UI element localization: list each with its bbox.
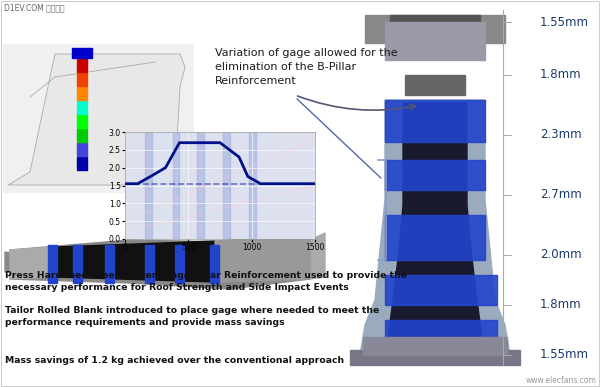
Text: 2.7mm: 2.7mm <box>540 188 582 202</box>
Polygon shape <box>387 103 483 345</box>
Text: 2.0mm: 2.0mm <box>540 248 581 262</box>
Bar <box>145 132 152 239</box>
Bar <box>385 160 485 190</box>
Text: Mass savings of 1.2 kg achieved over the conventional approach: Mass savings of 1.2 kg achieved over the… <box>5 356 344 365</box>
Bar <box>77 129 87 142</box>
Bar <box>210 245 219 283</box>
Bar <box>385 22 485 60</box>
Bar <box>173 132 179 239</box>
Bar <box>77 87 87 100</box>
Bar <box>73 245 82 283</box>
Bar <box>175 245 184 283</box>
Bar <box>385 215 485 260</box>
Polygon shape <box>310 233 325 279</box>
Text: D1EV.COM 第一电动: D1EV.COM 第一电动 <box>4 3 65 12</box>
Polygon shape <box>55 241 215 282</box>
Polygon shape <box>10 235 310 289</box>
Polygon shape <box>10 247 55 279</box>
Polygon shape <box>8 54 190 185</box>
Bar <box>197 132 204 239</box>
Bar <box>385 100 485 142</box>
Bar <box>390 15 480 55</box>
Bar <box>249 132 256 239</box>
Text: Variation of gage allowed for the
elimination of the B-Pillar
Reinforcement: Variation of gage allowed for the elimin… <box>215 48 398 86</box>
Bar <box>77 115 87 128</box>
Bar <box>3 44 193 192</box>
Bar <box>145 245 154 283</box>
Polygon shape <box>350 350 520 365</box>
Text: 1.55mm: 1.55mm <box>540 349 589 361</box>
Polygon shape <box>215 235 310 282</box>
Bar <box>77 143 87 156</box>
Bar <box>385 275 497 305</box>
Bar <box>223 132 230 239</box>
Bar <box>77 101 87 114</box>
Bar <box>105 245 114 283</box>
Text: Tailor Rolled Blank introduced to place gage where needed to meet the
performanc: Tailor Rolled Blank introduced to place … <box>5 306 379 327</box>
Polygon shape <box>360 100 510 355</box>
Text: 1.55mm: 1.55mm <box>540 15 589 29</box>
Text: Press Hardened Steel Center Hinge Pillar Reinforcement used to provide the
neces: Press Hardened Steel Center Hinge Pillar… <box>5 271 407 292</box>
Polygon shape <box>5 252 15 272</box>
Text: 1.8mm: 1.8mm <box>540 68 581 82</box>
Bar <box>77 59 87 72</box>
Bar <box>363 337 507 355</box>
Text: www.elecfans.com: www.elecfans.com <box>526 376 597 385</box>
Bar <box>365 15 505 43</box>
Bar <box>405 75 465 95</box>
Text: 1.8mm: 1.8mm <box>540 298 581 312</box>
Bar <box>48 245 57 283</box>
Bar <box>72 48 92 58</box>
Text: 2.3mm: 2.3mm <box>540 128 581 142</box>
Bar <box>385 320 497 348</box>
Bar <box>77 73 87 86</box>
Bar <box>77 157 87 170</box>
